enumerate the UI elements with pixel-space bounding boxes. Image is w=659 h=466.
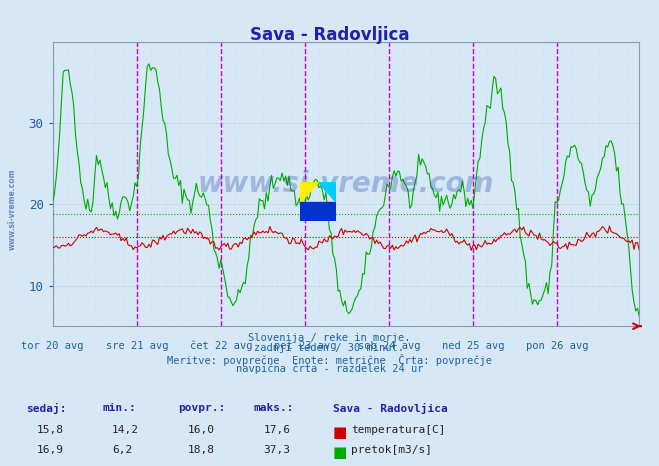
Text: navpična črta - razdelek 24 ur: navpična črta - razdelek 24 ur [236,364,423,375]
Text: Slovenija / reke in morje.: Slovenija / reke in morje. [248,333,411,343]
Text: Sava - Radovljica: Sava - Radovljica [333,403,447,414]
Text: tor 20 avg: tor 20 avg [22,341,84,351]
Text: min.:: min.: [102,403,136,413]
Text: sob 24 avg: sob 24 avg [358,341,420,351]
Text: 16,0: 16,0 [188,425,215,435]
Text: pet 23 avg: pet 23 avg [273,341,336,351]
Text: www.si-vreme.com: www.si-vreme.com [8,169,17,250]
Text: ■: ■ [333,425,347,440]
Text: Sava - Radovljica: Sava - Radovljica [250,26,409,44]
Text: sre 21 avg: sre 21 avg [105,341,168,351]
Text: 15,8: 15,8 [36,425,63,435]
Text: pon 26 avg: pon 26 avg [526,341,588,351]
Text: 6,2: 6,2 [112,445,132,455]
Polygon shape [300,182,318,201]
Text: pretok[m3/s]: pretok[m3/s] [351,445,432,455]
Text: maks.:: maks.: [254,403,294,413]
Polygon shape [318,182,336,201]
Text: ■: ■ [333,445,347,460]
Text: zadnji teden / 30 minut.: zadnji teden / 30 minut. [254,343,405,353]
Text: www.si-vreme.com: www.si-vreme.com [198,170,494,198]
Text: temperatura[C]: temperatura[C] [351,425,445,435]
Polygon shape [300,201,336,221]
Text: čet 22 avg: čet 22 avg [190,341,252,351]
Text: 17,6: 17,6 [264,425,291,435]
Text: ned 25 avg: ned 25 avg [442,341,504,351]
Text: 37,3: 37,3 [264,445,291,455]
Text: Meritve: povprečne  Enote: metrične  Črta: povprečje: Meritve: povprečne Enote: metrične Črta:… [167,354,492,366]
Text: povpr.:: povpr.: [178,403,225,413]
Text: 14,2: 14,2 [112,425,139,435]
Text: 16,9: 16,9 [36,445,63,455]
Text: 18,8: 18,8 [188,445,215,455]
Text: sedaj:: sedaj: [26,403,67,414]
